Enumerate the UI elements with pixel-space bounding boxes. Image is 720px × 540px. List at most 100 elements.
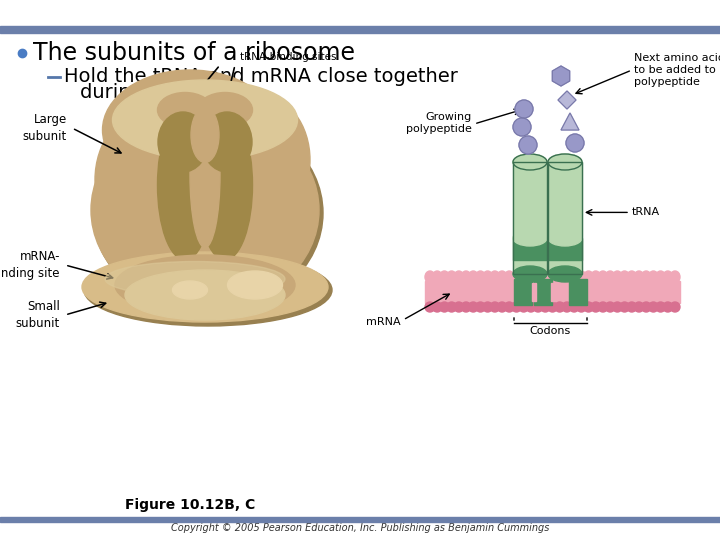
Ellipse shape <box>91 111 319 309</box>
Ellipse shape <box>562 271 572 283</box>
Ellipse shape <box>210 95 310 225</box>
Ellipse shape <box>526 302 536 312</box>
Ellipse shape <box>513 266 547 282</box>
Ellipse shape <box>670 271 680 283</box>
Ellipse shape <box>548 230 582 246</box>
Text: mRNA-
binding site: mRNA- binding site <box>0 250 60 280</box>
Polygon shape <box>561 113 579 130</box>
Ellipse shape <box>228 271 282 299</box>
Ellipse shape <box>461 302 471 312</box>
Ellipse shape <box>197 110 253 260</box>
Ellipse shape <box>490 271 500 283</box>
Ellipse shape <box>446 302 456 312</box>
Ellipse shape <box>482 271 492 283</box>
Ellipse shape <box>562 302 572 312</box>
Ellipse shape <box>540 302 550 312</box>
Ellipse shape <box>547 271 557 283</box>
Ellipse shape <box>95 110 205 250</box>
Text: Large
subunit: Large subunit <box>23 113 67 143</box>
Ellipse shape <box>540 271 550 283</box>
Ellipse shape <box>511 302 521 312</box>
Ellipse shape <box>102 70 277 190</box>
Bar <box>534 279 552 305</box>
Bar <box>425 281 680 303</box>
Ellipse shape <box>475 302 485 312</box>
Ellipse shape <box>513 154 547 170</box>
Ellipse shape <box>475 271 485 283</box>
Ellipse shape <box>446 271 456 283</box>
Circle shape <box>566 134 584 152</box>
Ellipse shape <box>569 302 579 312</box>
Ellipse shape <box>461 271 471 283</box>
Ellipse shape <box>454 302 464 312</box>
Ellipse shape <box>526 271 536 283</box>
Ellipse shape <box>569 271 579 283</box>
Ellipse shape <box>439 302 449 312</box>
Ellipse shape <box>197 92 253 127</box>
Text: tRNA-binding sites: tRNA-binding sites <box>240 52 336 62</box>
Ellipse shape <box>202 112 252 172</box>
Bar <box>551 283 555 301</box>
Text: Figure 10.12B, C: Figure 10.12B, C <box>125 498 255 512</box>
Ellipse shape <box>590 302 600 312</box>
Bar <box>513 162 547 274</box>
Ellipse shape <box>518 271 528 283</box>
Ellipse shape <box>634 302 644 312</box>
Ellipse shape <box>576 271 586 283</box>
Ellipse shape <box>533 302 543 312</box>
Text: Growing
polypeptide: Growing polypeptide <box>406 112 472 134</box>
Ellipse shape <box>425 271 435 283</box>
Ellipse shape <box>612 271 622 283</box>
Ellipse shape <box>642 271 651 283</box>
Ellipse shape <box>454 271 464 283</box>
Ellipse shape <box>605 302 615 312</box>
Ellipse shape <box>497 302 507 312</box>
Ellipse shape <box>663 302 672 312</box>
Ellipse shape <box>439 271 449 283</box>
Bar <box>569 279 587 305</box>
Ellipse shape <box>190 103 220 247</box>
Ellipse shape <box>125 270 285 320</box>
Text: mRNA: mRNA <box>366 317 401 327</box>
Ellipse shape <box>605 271 615 283</box>
Ellipse shape <box>115 255 295 315</box>
Ellipse shape <box>432 271 442 283</box>
Ellipse shape <box>554 302 564 312</box>
Ellipse shape <box>649 302 658 312</box>
Ellipse shape <box>576 302 586 312</box>
Ellipse shape <box>82 252 328 322</box>
Ellipse shape <box>93 113 323 313</box>
Ellipse shape <box>173 281 207 299</box>
Ellipse shape <box>105 261 285 296</box>
Circle shape <box>519 136 537 154</box>
Text: Next amino acid
to be added to
polypeptide: Next amino acid to be added to polypepti… <box>634 53 720 86</box>
Text: Codons: Codons <box>530 326 571 336</box>
Ellipse shape <box>634 271 644 283</box>
Circle shape <box>515 100 533 118</box>
Ellipse shape <box>468 302 478 312</box>
Ellipse shape <box>533 271 543 283</box>
Ellipse shape <box>158 92 212 127</box>
Ellipse shape <box>554 271 564 283</box>
Ellipse shape <box>619 271 629 283</box>
Ellipse shape <box>191 107 219 163</box>
Text: Copyright © 2005 Pearson Education, Inc. Publishing as Benjamin Cummings: Copyright © 2005 Pearson Education, Inc.… <box>171 523 549 533</box>
Bar <box>548 162 582 274</box>
Ellipse shape <box>656 302 665 312</box>
Text: Hold the tRNA and mRNA close together: Hold the tRNA and mRNA close together <box>64 68 458 86</box>
Ellipse shape <box>627 302 636 312</box>
Ellipse shape <box>504 271 514 283</box>
Bar <box>0 517 720 522</box>
Bar <box>548 162 582 274</box>
Ellipse shape <box>490 302 500 312</box>
Bar <box>513 238 547 260</box>
Ellipse shape <box>583 271 593 283</box>
Ellipse shape <box>518 302 528 312</box>
Ellipse shape <box>504 302 514 312</box>
Text: The subunits of a ribosome: The subunits of a ribosome <box>33 41 355 65</box>
Ellipse shape <box>497 271 507 283</box>
Ellipse shape <box>649 271 658 283</box>
Ellipse shape <box>112 80 297 160</box>
Ellipse shape <box>84 254 332 326</box>
Circle shape <box>513 118 531 136</box>
